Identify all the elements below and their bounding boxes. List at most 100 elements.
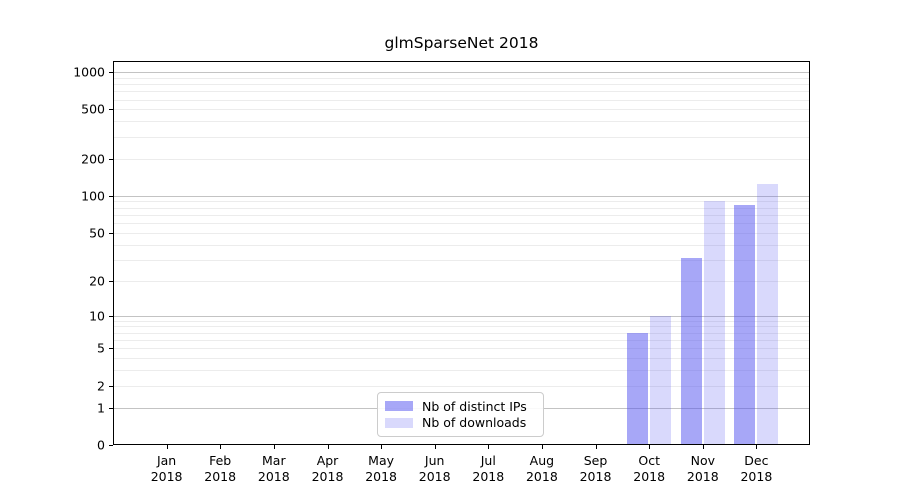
x-tick-label-jan: Jan 2018 xyxy=(135,453,199,485)
x-tick-label-month: Nov xyxy=(690,453,715,468)
x-tick xyxy=(488,445,490,449)
y-tick-label: 100 xyxy=(81,188,105,204)
gridline-minor xyxy=(113,121,810,123)
x-tick xyxy=(273,445,275,449)
x-tick-label-year: 2018 xyxy=(311,469,344,484)
gridline-minor xyxy=(113,358,810,360)
gridline-minor xyxy=(113,223,810,224)
gridline-minor xyxy=(113,214,810,216)
gridline-minor xyxy=(113,77,810,79)
x-tick-label-year: 2018 xyxy=(579,469,612,484)
x-tick-label-year: 2018 xyxy=(525,469,558,484)
gridline-minor xyxy=(113,158,810,160)
gridline-major xyxy=(113,315,810,317)
x-tick-label-feb: Feb 2018 xyxy=(188,453,252,485)
y-tick xyxy=(109,407,113,409)
x-tick-label-may: May 2018 xyxy=(349,453,413,485)
y-tick-label: 20 xyxy=(89,273,105,289)
y-tick xyxy=(109,71,113,73)
legend: Nb of distinct IPs Nb of downloads xyxy=(377,392,544,437)
x-tick-label-month: May xyxy=(368,453,395,468)
y-tick-label: 2 xyxy=(97,378,105,394)
x-tick xyxy=(166,445,168,449)
x-tick-label-year: 2018 xyxy=(204,469,237,484)
y-tick-label: 500 xyxy=(81,101,105,117)
x-tick-label-dec: Dec 2018 xyxy=(724,453,788,485)
x-tick-label-sep: Sep 2018 xyxy=(564,453,628,485)
legend-label-distinct-ips: Nb of distinct IPs xyxy=(422,398,527,414)
y-tick-label: 1000 xyxy=(73,64,105,80)
gridline-minor xyxy=(113,326,810,328)
x-tick xyxy=(541,445,543,449)
gridline-minor xyxy=(113,339,810,341)
x-tick-label-year: 2018 xyxy=(257,469,290,484)
gridline-minor xyxy=(113,207,810,209)
x-tick-label-jun: Jun 2018 xyxy=(403,453,467,485)
x-tick-label-month: Jun xyxy=(424,453,445,468)
bar-downloads-nov xyxy=(703,201,725,445)
x-tick-label-apr: Apr 2018 xyxy=(296,453,360,485)
legend-row-downloads: Nb of downloads xyxy=(385,415,535,431)
y-tick-label: 10 xyxy=(89,308,105,323)
x-tick xyxy=(595,445,597,449)
gridline-minor xyxy=(113,259,810,261)
x-tick-label-year: 2018 xyxy=(418,469,451,484)
bar-distinct-ips-dec xyxy=(734,204,756,445)
y-tick-label: 200 xyxy=(81,151,105,167)
gridline-minor xyxy=(113,348,810,350)
gridline-major xyxy=(113,195,810,197)
y-tick-label: 1 xyxy=(97,400,105,416)
x-tick-label-month: Mar xyxy=(262,453,286,468)
gridline-minor xyxy=(113,109,810,111)
gridline-minor xyxy=(113,280,810,282)
legend-swatch-downloads xyxy=(385,417,413,428)
gridline-minor xyxy=(113,320,810,322)
x-tick-label-jul: Jul 2018 xyxy=(456,453,520,485)
x-tick-label-month: Aug xyxy=(529,453,555,468)
y-tick-label: 0 xyxy=(97,437,105,453)
x-tick xyxy=(756,445,758,449)
x-tick xyxy=(434,445,436,449)
x-tick-label-month: Sep xyxy=(583,453,608,468)
gridline-minor xyxy=(113,232,810,234)
x-tick-label-month: Feb xyxy=(209,453,232,468)
legend-row-distinct-ips: Nb of distinct IPs xyxy=(385,398,535,414)
x-tick-label-month: Oct xyxy=(638,453,660,468)
x-tick-label-year: 2018 xyxy=(150,469,183,484)
gridline-minor xyxy=(113,385,810,387)
gridline-major xyxy=(113,71,810,73)
x-tick-label-nov: Nov 2018 xyxy=(671,453,735,485)
x-tick-label-aug: Aug 2018 xyxy=(510,453,574,485)
x-tick xyxy=(702,445,704,449)
bar-distinct-ips-nov xyxy=(680,257,702,445)
y-tick xyxy=(109,195,113,197)
y-tick xyxy=(109,385,113,387)
legend-swatch-distinct-ips xyxy=(385,401,413,412)
x-tick-label-year: 2018 xyxy=(740,469,773,484)
chart-title: glmSparseNet 2018 xyxy=(384,34,539,52)
x-tick-label-mar: Mar 2018 xyxy=(242,453,306,485)
x-tick xyxy=(327,445,329,449)
x-tick-label-month: Jul xyxy=(480,453,496,468)
y-tick xyxy=(109,232,113,234)
legend-label-downloads: Nb of downloads xyxy=(422,415,527,431)
x-tick-label-year: 2018 xyxy=(686,469,719,484)
x-tick xyxy=(220,445,222,449)
gridline-minor xyxy=(113,332,810,334)
gridline-minor xyxy=(113,201,810,203)
x-tick-label-year: 2018 xyxy=(472,469,505,484)
x-tick xyxy=(381,445,383,449)
x-tick-label-year: 2018 xyxy=(633,469,666,484)
x-tick-label-oct: Oct 2018 xyxy=(617,453,681,485)
y-tick xyxy=(109,158,113,160)
gridline-minor xyxy=(113,244,810,246)
y-tick xyxy=(109,315,113,317)
x-tick-label-month: Jan xyxy=(156,453,177,468)
x-tick xyxy=(649,445,651,449)
x-tick-label-month: Dec xyxy=(744,453,769,468)
y-tick xyxy=(109,109,113,111)
y-tick-label: 5 xyxy=(97,340,105,356)
bar-downloads-oct xyxy=(650,315,672,445)
y-tick xyxy=(109,280,113,282)
